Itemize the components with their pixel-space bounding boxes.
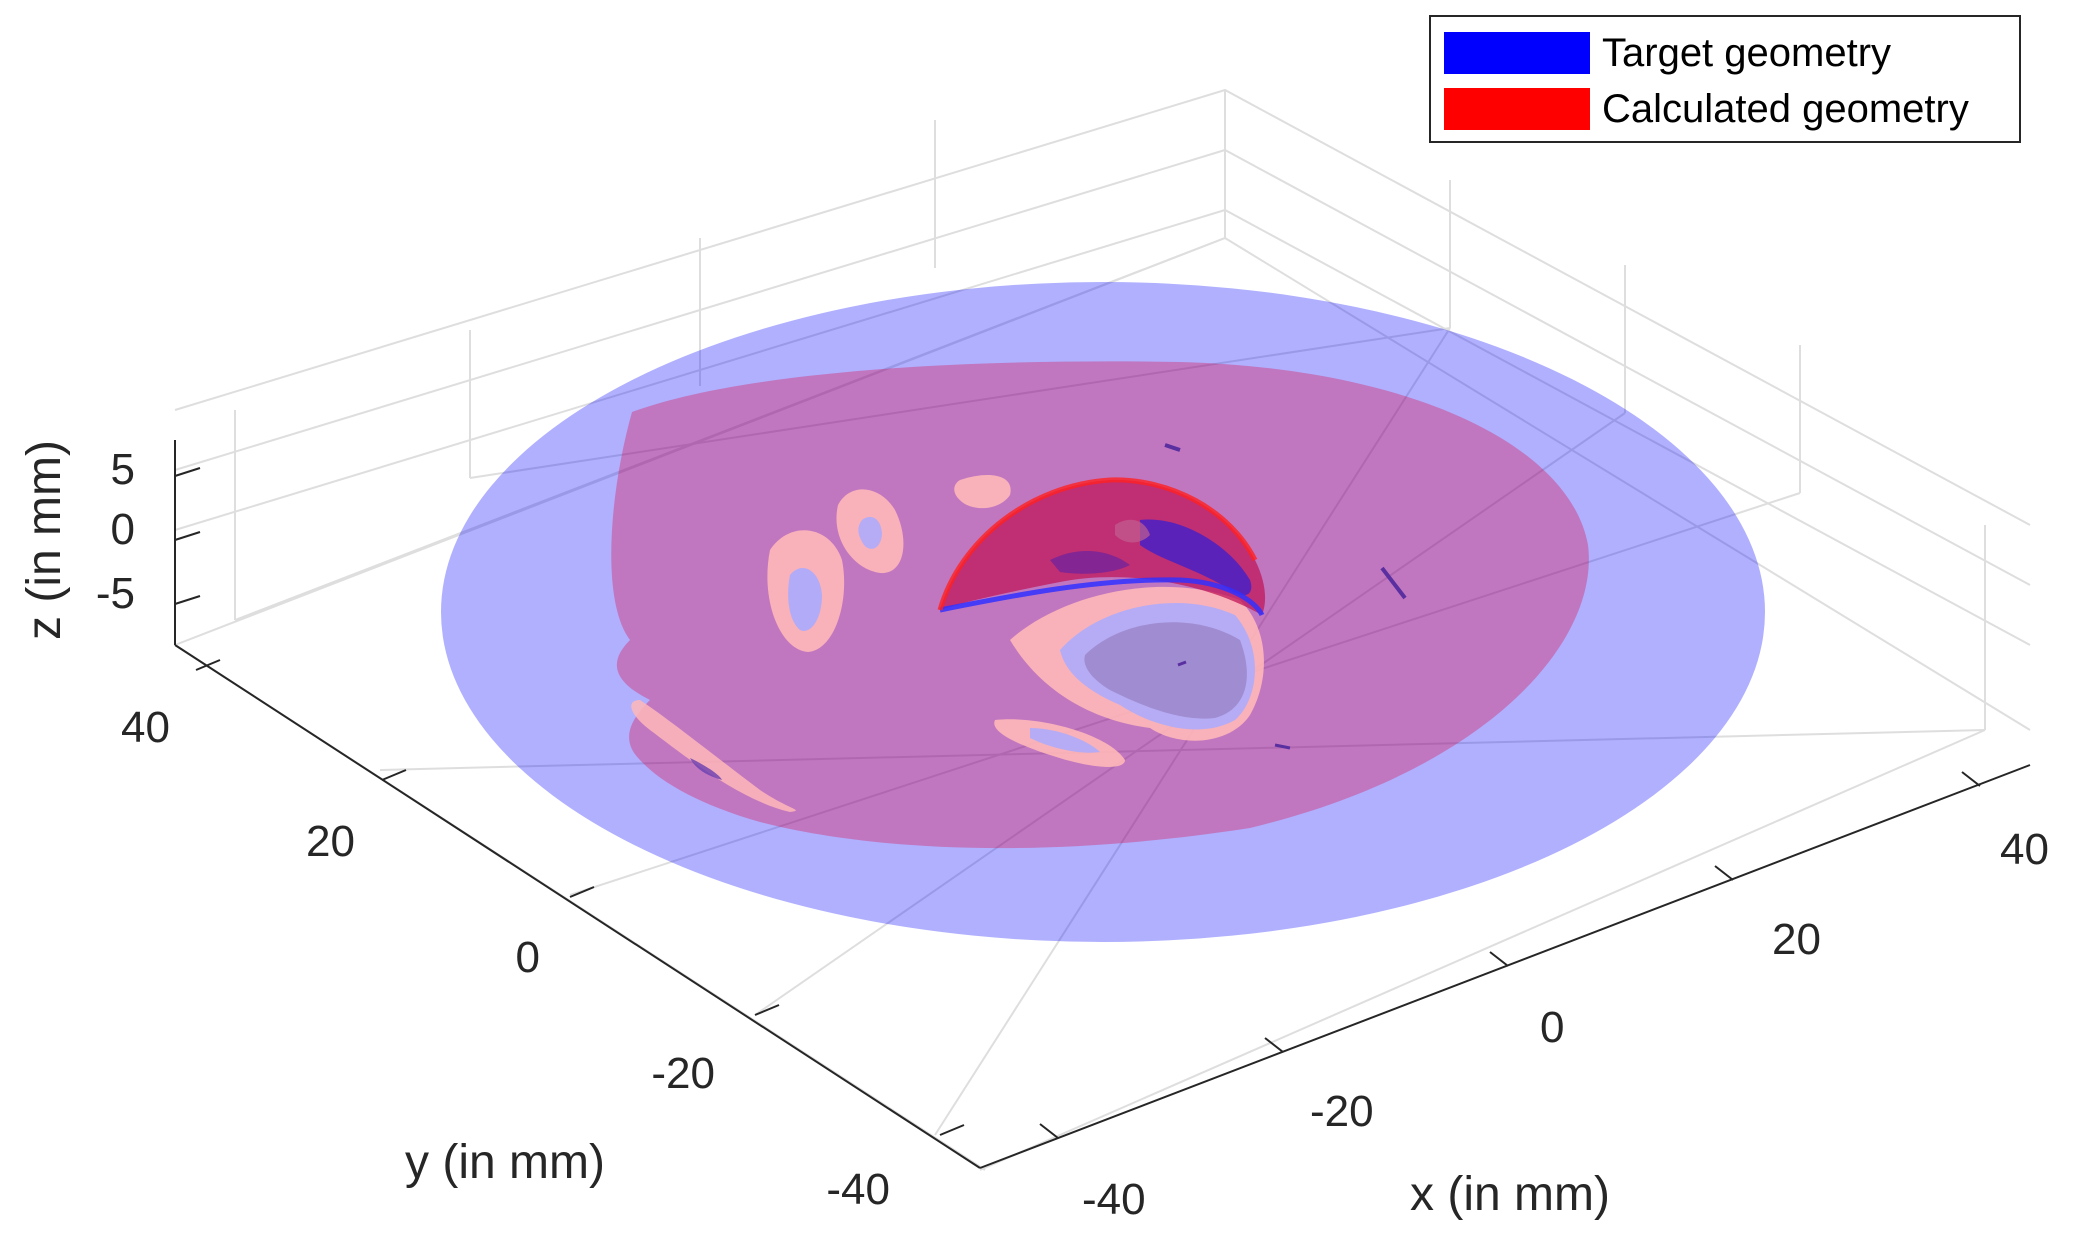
z-tick-label: 5 <box>111 445 135 494</box>
z-tick-label: -5 <box>96 569 135 618</box>
y-tick-label: -40 <box>826 1165 890 1214</box>
y-tick-label: 20 <box>306 817 355 866</box>
legend-label-target: Target geometry <box>1602 31 1891 75</box>
x-tick-label: -20 <box>1310 1087 1374 1136</box>
x-tick-labels: -40 -20 0 20 40 <box>1082 825 2049 1224</box>
tick-marks <box>174 467 1981 1139</box>
z-axis-label: z (in mm) <box>18 440 71 640</box>
legend-swatch-calculated <box>1444 88 1590 130</box>
x-axis-label: x (in mm) <box>1410 1168 1610 1221</box>
x-tick-label: 0 <box>1540 1003 1564 1052</box>
x-tick-label: -40 <box>1082 1175 1146 1224</box>
y-tick-label: -20 <box>651 1049 715 1098</box>
surface-dome <box>937 477 1266 617</box>
axes-lines <box>174 440 2031 1169</box>
y-tick-label: 0 <box>516 933 540 982</box>
y-tick-labels: 40 20 0 -20 -40 <box>121 703 890 1214</box>
y-tick-label: 40 <box>121 703 170 752</box>
x-tick-label: 20 <box>1772 915 1821 964</box>
z-tick-label: 0 <box>111 505 135 554</box>
surface-specks <box>1164 443 1407 750</box>
x-tick-label: 40 <box>2000 825 2049 874</box>
y-axis-label: y (in mm) <box>405 1136 605 1189</box>
grid-lines <box>174 88 2031 1171</box>
legend-swatch-target <box>1444 32 1590 74</box>
surface-islands <box>631 475 1264 812</box>
z-tick-labels: 5 0 -5 <box>96 445 135 618</box>
legend[interactable]: Target geometry Calculated geometry <box>1429 15 2021 143</box>
legend-label-calculated: Calculated geometry <box>1602 87 1969 131</box>
